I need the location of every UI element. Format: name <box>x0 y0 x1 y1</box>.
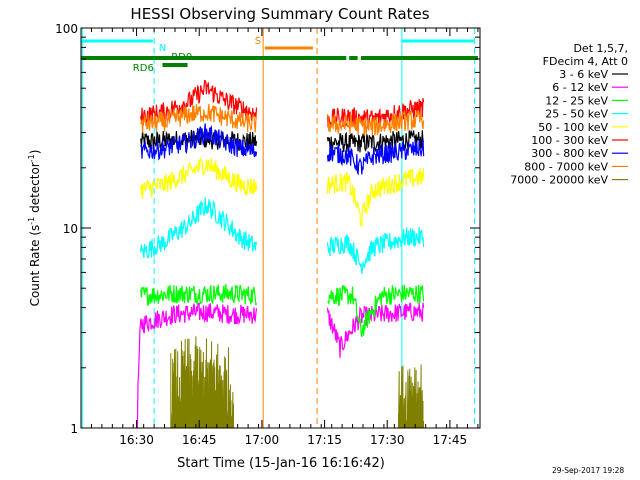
state-bar-0-1 <box>401 39 474 43</box>
x-axis-label: Start Time (15-Jan-16 16:16:42) <box>177 456 385 471</box>
state-bar-3-0 <box>162 63 188 67</box>
state-bar-label-0: N <box>159 43 166 54</box>
series-7-trace-1 <box>326 109 425 136</box>
series-8-trace-1 <box>398 364 425 429</box>
series-5-trace-0 <box>140 80 258 126</box>
legend-label-4: 50 - 100 keV <box>538 121 608 134</box>
series-7-trace-0 <box>140 103 258 133</box>
state-bar-0-0 <box>81 39 153 43</box>
state-bar-1-0 <box>264 46 313 50</box>
state-bar-label-1: S <box>255 36 261 47</box>
series-7 <box>140 103 425 136</box>
series-4-trace-1 <box>326 168 425 227</box>
x-tick-label-0: 16:30 <box>119 433 154 447</box>
x-tick-label-5: 17:45 <box>433 433 468 447</box>
x-tick-label-2: 17:00 <box>245 433 280 447</box>
series-6 <box>140 123 425 176</box>
legend-label-1: 6 - 12 keV <box>552 81 608 94</box>
legend-label-0: 3 - 6 keV <box>559 68 608 81</box>
state-bars: N S RD0 RD6 <box>81 36 478 74</box>
series-0-trace-1 <box>326 130 425 153</box>
y-axis-label: Count Rate (s-1 detector-1) <box>27 150 42 307</box>
series-3 <box>140 197 425 274</box>
series-5 <box>140 80 425 129</box>
series-layer <box>136 80 425 429</box>
print-timestamp: 29-Sep-2017 19:28 <box>552 466 625 475</box>
series-3-trace-0 <box>140 197 258 259</box>
legend-label-8: 7000 - 20000 keV <box>510 174 608 187</box>
x-tick-label-3: 17:15 <box>307 433 342 447</box>
axis-ticks: 16:30 16:45 17:00 17:15 17:30 17:45 100 10 1 <box>55 22 480 447</box>
series-5-trace-1 <box>326 98 425 129</box>
legend-label-7: 800 - 7000 keV <box>524 160 608 173</box>
series-2-trace-0 <box>140 283 258 306</box>
series-8 <box>170 336 425 429</box>
x-tick-label-4: 17:30 <box>370 433 405 447</box>
legend-label-2: 12 - 25 keV <box>545 94 608 107</box>
state-bar-2-0 <box>81 56 347 60</box>
y-tick-label-2: 1 <box>70 422 78 436</box>
y-tick-label-0: 100 <box>55 22 78 36</box>
series-2-trace-1 <box>327 284 425 338</box>
series-3-trace-1 <box>326 227 425 274</box>
x-tick-label-1: 16:45 <box>182 433 217 447</box>
series-4 <box>140 158 425 227</box>
state-bar-label-2: RD0 <box>171 52 192 63</box>
plot-area <box>81 28 480 428</box>
legend-label-3: 25 - 50 keV <box>545 108 608 121</box>
series-1-trace-0 <box>136 302 258 429</box>
state-bar-label-3: RD6 <box>133 63 154 74</box>
series-8-trace-0 <box>170 336 234 429</box>
series-6-trace-0 <box>140 123 258 161</box>
series-2 <box>140 283 425 338</box>
state-bar-2-2 <box>360 56 478 60</box>
series-6-trace-1 <box>326 138 425 176</box>
chart-title: HESSI Observing Summary Count Rates <box>130 5 429 23</box>
legend-header-0: Det 1,5,7, <box>573 42 628 55</box>
legend-label-6: 300 - 800 keV <box>531 147 608 160</box>
state-bar-2-1 <box>349 56 358 60</box>
series-4-trace-0 <box>140 158 258 199</box>
plot-background <box>81 28 480 428</box>
legend-label-5: 100 - 300 keV <box>531 134 608 147</box>
legend-header-1: FDecim 4, Att 0 <box>543 55 628 68</box>
y-tick-label-1: 10 <box>63 222 78 236</box>
